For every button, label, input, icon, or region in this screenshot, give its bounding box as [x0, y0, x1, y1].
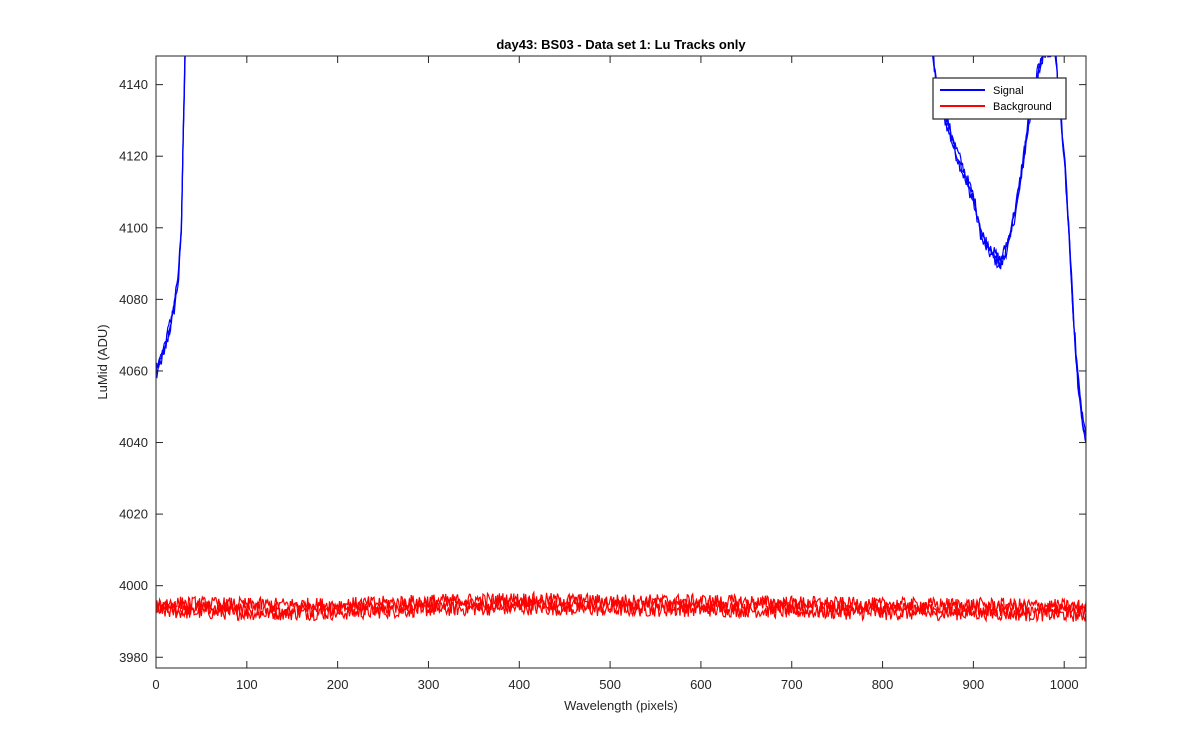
x-tick-label: 900: [963, 677, 985, 692]
x-tick-label: 600: [690, 677, 712, 692]
x-tick-label: 700: [781, 677, 803, 692]
legend: Signal Background: [932, 77, 1067, 120]
y-tick-label: 4100: [119, 220, 148, 235]
x-tick-label: 500: [599, 677, 621, 692]
y-tick-label: 4080: [119, 292, 148, 307]
y-tick-label: 4140: [119, 77, 148, 92]
plot-frame: [155, 55, 1087, 669]
x-tick-label: 300: [418, 677, 440, 692]
legend-background-label: Background: [993, 101, 1052, 113]
x-axis-label: Wavelength (pixels): [564, 698, 678, 713]
series-trace: [156, 595, 1086, 618]
series-trace: [156, 590, 1086, 614]
x-tick-label: 400: [508, 677, 530, 692]
plot-area-background: [156, 56, 1086, 668]
x-tick-label: 100: [236, 677, 258, 692]
x-axis: 0 100 200 300 400 500 600 700 800 900 1000: [152, 56, 1079, 692]
legend-box: [932, 77, 1067, 120]
legend-signal-label: Signal: [993, 85, 1024, 97]
y-tick-label: 4020: [119, 507, 148, 522]
y-tick-label: 3980: [119, 650, 148, 665]
x-tick-label: 200: [327, 677, 349, 692]
y-tick-label: 4120: [119, 149, 148, 164]
series-signal: [156, 56, 1086, 444]
x-tick-label: 1000: [1050, 677, 1079, 692]
y-tick-label: 4040: [119, 435, 148, 450]
x-tick-label: 0: [152, 677, 159, 692]
series-background: [156, 590, 1086, 623]
y-axis: 3980 4000 4020 4040 4060 4080 4100 4120 4140: [119, 77, 1086, 665]
y-tick-label: 4000: [119, 578, 148, 593]
y-tick-label: 4060: [119, 363, 148, 378]
series-layer: [156, 56, 1086, 623]
x-tick-label: 800: [872, 677, 894, 692]
chart-title: day43: BS03 - Data set 1: Lu Tracks only: [496, 37, 746, 52]
y-axis-label: LuMid (ADU): [95, 324, 110, 399]
